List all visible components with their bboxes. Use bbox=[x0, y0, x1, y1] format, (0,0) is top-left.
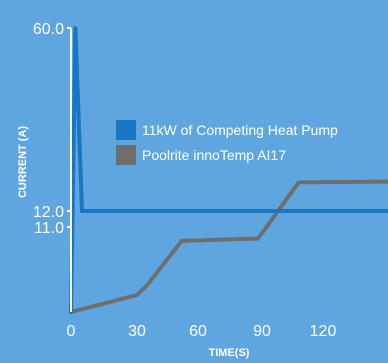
series-layer bbox=[69, 26, 388, 314]
tick-labels: 0 30 60 90 120 11.012.0 60.0 bbox=[33, 21, 337, 340]
series-line-competing-heat-pump bbox=[69, 26, 388, 314]
legend-label-competing: 11kW of Competing Heat Pump bbox=[142, 122, 338, 138]
x-tick-label-120: 120 bbox=[310, 323, 337, 340]
x-tick-label-0: 0 bbox=[67, 323, 76, 340]
legend: 11kW of Competing Heat Pump Poolrite inn… bbox=[116, 120, 338, 165]
y-tick-label-12: 12.0 bbox=[33, 204, 64, 221]
legend-swatch-competing bbox=[116, 120, 136, 140]
legend-label-poolrite: Poolrite innoTemp AI17 bbox=[142, 147, 286, 163]
y-tick-label-11: 11.0 bbox=[34, 220, 64, 237]
x-tick-label-30: 30 bbox=[128, 323, 146, 340]
y-axis-title: CURRENT (A) bbox=[17, 126, 29, 198]
x-tick-label-60: 60 bbox=[189, 323, 207, 340]
series-line-poolrite-innotemp bbox=[69, 179, 388, 314]
x-axis-title: TIME(S) bbox=[209, 347, 250, 359]
legend-swatch-poolrite bbox=[116, 145, 136, 165]
x-tick-label-90: 90 bbox=[253, 323, 271, 340]
y-tick-label-60: 60.0 bbox=[33, 21, 64, 38]
